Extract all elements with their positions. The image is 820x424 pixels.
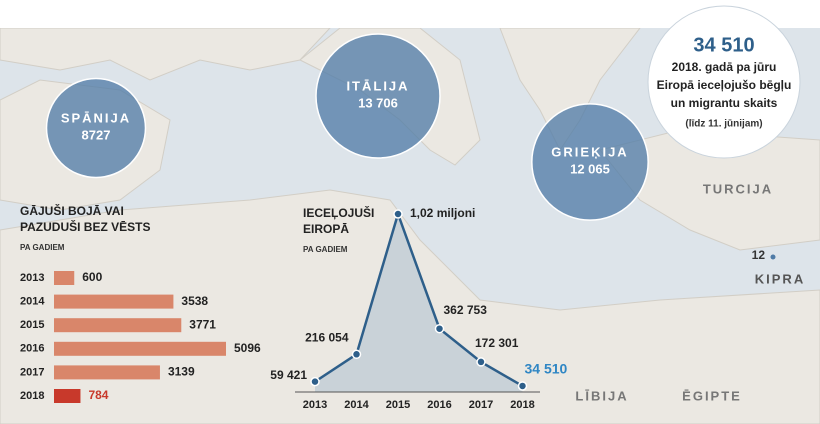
total-circle xyxy=(647,5,801,159)
bar xyxy=(54,341,226,356)
total-note: (līdz 11. jūnijam) xyxy=(685,119,762,130)
bubble xyxy=(531,103,649,221)
value-label: 216 054 xyxy=(305,330,349,344)
chart-title: IECEĻOJUŠI xyxy=(303,205,374,220)
country-label: LĪBIJA xyxy=(575,388,628,403)
bubble-value: 13 706 xyxy=(358,95,398,110)
x-tick-label: 2014 xyxy=(344,399,369,411)
total-text: 2018. gadā pa jūru xyxy=(672,60,777,74)
x-tick-label: 2015 xyxy=(386,399,410,411)
cyprus-dot xyxy=(770,254,776,260)
country-label: TURCIJA xyxy=(703,181,773,196)
cyprus-value: 12 xyxy=(752,248,766,262)
bubble-name: GRIEĶIJA xyxy=(551,144,628,159)
point xyxy=(434,323,445,334)
bar xyxy=(54,271,75,285)
line xyxy=(314,209,524,388)
value-label: 1,02 miljoni xyxy=(410,206,475,220)
point xyxy=(351,349,362,360)
bubble-name: SPĀNIJA xyxy=(61,110,131,125)
value-label: 5096 xyxy=(234,341,261,355)
total-text: Eiropā ieceļojušo bēgļu xyxy=(657,78,792,92)
category-label: 2016 xyxy=(20,343,44,355)
x-tick-label: 2013 xyxy=(303,399,327,411)
x-tick-label: 2017 xyxy=(469,399,493,411)
value-label: 3139 xyxy=(168,365,195,379)
bar xyxy=(54,318,182,333)
x-tick-label: 2016 xyxy=(427,399,451,411)
bar xyxy=(54,389,81,403)
point xyxy=(517,381,528,391)
bar xyxy=(54,365,160,380)
category-label: 2017 xyxy=(20,366,44,378)
value-label: 34 510 xyxy=(525,361,568,377)
value-label: 362 753 xyxy=(444,303,488,317)
chart-title: GĀJUŠI BOJĀ VAI xyxy=(20,203,124,218)
chart-subtitle: PA GADIEM xyxy=(303,245,348,254)
value-label: 3538 xyxy=(181,294,208,308)
category-label: 2015 xyxy=(20,319,44,331)
value-label: 784 xyxy=(88,388,108,402)
chart-title: EIROPĀ xyxy=(303,222,349,236)
value-label: 600 xyxy=(82,270,102,284)
bubble-value: 8727 xyxy=(82,127,111,142)
x-tick-label: 2018 xyxy=(510,399,534,411)
country-label: ĒGIPTE xyxy=(682,388,742,403)
chart-title: PAZUDUŠI BEZ VĒSTS xyxy=(20,219,150,234)
value-label: 3771 xyxy=(189,317,216,331)
point xyxy=(310,376,320,387)
value-label: 172 301 xyxy=(475,336,519,350)
value-label: 59 421 xyxy=(270,368,307,382)
point xyxy=(393,209,403,219)
cyprus-name: KIPRA xyxy=(755,271,805,286)
category-label: 2018 xyxy=(20,390,44,402)
point xyxy=(476,357,486,367)
bubble xyxy=(315,33,441,159)
bubble-value: 12 065 xyxy=(570,161,610,176)
bubble-name: ITĀLIJA xyxy=(346,78,409,93)
total-text: un migrantu skaits xyxy=(671,96,778,110)
bar xyxy=(54,294,174,309)
content: SPĀNIJA 8727 ITĀLIJA 13 706 GRIEĶIJA 12 065 34… xyxy=(20,5,805,411)
category-label: 2013 xyxy=(20,272,44,284)
area xyxy=(315,214,523,392)
chart-subtitle: PA GADIEM xyxy=(20,243,65,252)
bubble xyxy=(45,77,147,179)
total-value: 34 510 xyxy=(693,34,754,56)
category-label: 2014 xyxy=(20,296,45,308)
